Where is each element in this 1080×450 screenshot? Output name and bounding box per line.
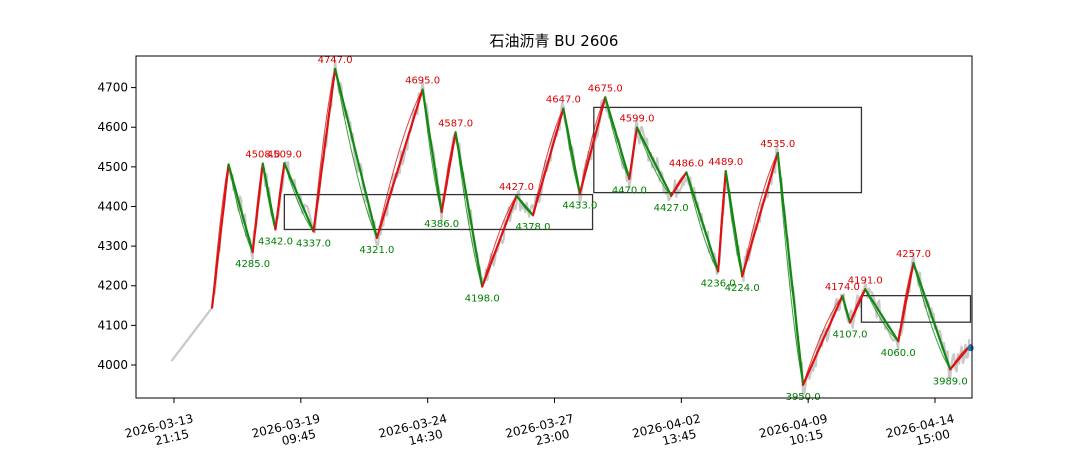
down-stroke [864, 288, 900, 343]
trough-label: 4378.0 [515, 222, 550, 233]
peak-label: 4535.0 [760, 139, 795, 150]
trough-label: 4236.0 [701, 278, 736, 289]
plot-frame [135, 55, 973, 399]
peak-label: 4509.0 [267, 149, 302, 160]
up-stroke [251, 162, 264, 254]
down-stroke [776, 151, 805, 386]
thin-down-stroke [685, 172, 719, 272]
y-tick-label: 4300 [97, 239, 128, 253]
up-stroke [741, 151, 779, 278]
up-stroke [801, 294, 844, 386]
trough-label: 4337.0 [296, 238, 331, 249]
trough-label: 4107.0 [833, 330, 868, 341]
up-stroke [949, 344, 972, 371]
down-stroke [912, 262, 952, 371]
down-stroke [724, 170, 744, 278]
trough-label: 3989.0 [933, 376, 968, 387]
pivot-box [860, 294, 972, 323]
thin-up-stroke [741, 152, 779, 277]
up-stroke [531, 107, 565, 217]
down-stroke [635, 126, 673, 197]
up-stroke [481, 194, 518, 288]
y-tick-label: 4700 [97, 81, 128, 95]
up-stroke [578, 96, 607, 195]
up-stroke [210, 163, 230, 309]
trough-label: 4285.0 [235, 259, 270, 270]
thin-up-stroke [802, 295, 843, 385]
trough-label: 4198.0 [465, 294, 500, 305]
y-tick-label: 4000 [97, 358, 128, 372]
peak-label: 4675.0 [588, 83, 623, 94]
trough-label: 4427.0 [654, 203, 689, 214]
up-stroke [312, 67, 337, 233]
peak-label: 4695.0 [405, 76, 440, 87]
thin-down-stroke [777, 152, 804, 385]
peak-label: 4174.0 [825, 282, 860, 293]
up-stroke [897, 262, 915, 343]
down-stroke [562, 107, 581, 195]
trough-label: 4386.0 [424, 219, 459, 230]
up-stroke [440, 131, 457, 214]
peak-label: 4599.0 [619, 114, 654, 125]
pivot-box [593, 106, 863, 194]
down-stroke [421, 88, 443, 214]
thin-down-stroke [334, 68, 378, 238]
down-stroke [841, 294, 852, 324]
peak-label: 4508.0 [245, 150, 280, 161]
y-tick-label: 4400 [97, 199, 128, 213]
down-stroke [333, 67, 379, 239]
y-tick-label: 4100 [97, 318, 128, 332]
trough-label: 4470.0 [612, 186, 647, 197]
peak-label: 4486.0 [669, 158, 704, 169]
peak-label: 4257.0 [896, 249, 931, 260]
down-stroke [227, 163, 254, 254]
down-stroke [604, 96, 631, 180]
y-tick-label: 4600 [97, 120, 128, 134]
down-stroke [515, 194, 535, 217]
peak-label: 4191.0 [848, 275, 883, 286]
peak-label: 4747.0 [318, 55, 353, 66]
peak-label: 4427.0 [499, 182, 534, 193]
thin-up-stroke [376, 89, 424, 238]
up-stroke [717, 170, 727, 273]
up-stroke [375, 88, 424, 239]
down-stroke [685, 171, 720, 273]
y-tick-label: 4200 [97, 279, 128, 293]
chart-title: 石油沥青 BU 2606 [490, 32, 619, 50]
down-stroke [283, 162, 315, 233]
up-stroke [628, 126, 639, 180]
up-stroke [848, 288, 867, 324]
up-stroke [670, 171, 688, 197]
trough-label: 3950.0 [786, 392, 821, 403]
peak-label: 4489.0 [708, 157, 743, 168]
trough-label: 4433.0 [562, 200, 597, 211]
y-tick-label: 4500 [97, 160, 128, 174]
thin-down-stroke [912, 263, 951, 370]
zigzag-strokes [210, 67, 974, 386]
down-stroke [454, 131, 484, 288]
peak-label: 4587.0 [438, 118, 473, 129]
trough-label: 4342.0 [258, 236, 293, 247]
peak-label: 4647.0 [546, 95, 581, 106]
trough-label: 4060.0 [881, 348, 916, 359]
up-stroke [274, 162, 286, 231]
down-stroke [261, 162, 277, 231]
trough-label: 4321.0 [359, 245, 394, 256]
last-price-dot [967, 344, 974, 352]
trough-label: 4224.0 [725, 283, 760, 294]
